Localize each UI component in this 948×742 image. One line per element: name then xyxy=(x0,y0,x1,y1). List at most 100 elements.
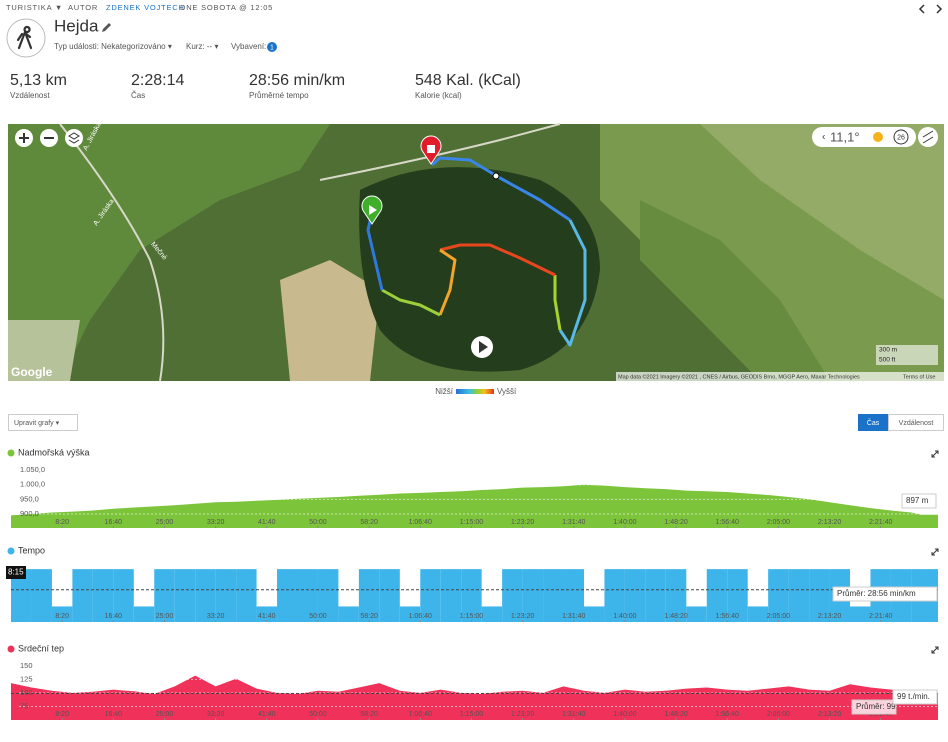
x-tick-label: 1:48:20 xyxy=(664,519,687,526)
event-type[interactable]: Typ události: Nekategorizováno ▾ xyxy=(54,42,172,51)
x-tick-label: 1:15:00 xyxy=(460,613,483,620)
bar xyxy=(236,569,257,622)
x-tick-label: 8:20 xyxy=(55,613,69,620)
bar xyxy=(563,569,584,622)
y-tick-label: 75 xyxy=(20,701,28,710)
x-tick-label: 50:00 xyxy=(309,613,327,620)
scale: 500 ft xyxy=(879,357,895,364)
terms[interactable]: Terms of Use xyxy=(903,374,935,380)
x-tick-label: 1:56:40 xyxy=(716,519,739,526)
bar xyxy=(297,569,318,622)
wind: 26 xyxy=(897,134,905,141)
legend-gradient xyxy=(456,389,494,394)
x-tick-label: 50:00 xyxy=(309,711,327,718)
x-tick-label: 1:31:40 xyxy=(562,711,585,718)
x-tick-label: 1:31:40 xyxy=(562,519,585,526)
x-tick-label: 1:23:20 xyxy=(511,519,534,526)
stat-label: Vzdálenost xyxy=(10,91,50,100)
bar xyxy=(215,569,237,622)
bar xyxy=(727,569,748,622)
x-tick-label: 2:13:20 xyxy=(818,519,841,526)
current-value-box xyxy=(901,493,937,509)
expand-icon[interactable] xyxy=(931,450,939,458)
x-tick-label: 1:23:20 xyxy=(511,613,534,620)
bar xyxy=(358,569,380,622)
distance-label: Vzdálenost xyxy=(899,420,934,427)
x-tick-label: 2:05:00 xyxy=(767,519,790,526)
bar xyxy=(51,606,73,622)
bar xyxy=(502,569,523,622)
bar xyxy=(522,569,544,622)
bar xyxy=(420,569,441,622)
x-tick-label: 58:20 xyxy=(360,519,378,526)
attribution: Map data ©2021 Imagery ©2021 , CNES / Ai… xyxy=(618,373,860,380)
x-tick-label: 41:40 xyxy=(258,711,276,718)
hiker xyxy=(16,25,33,50)
breadcrumb-author[interactable]: ZDENEK VOJTECH xyxy=(106,3,185,12)
x-tick-label: 2:05:00 xyxy=(767,613,790,620)
bar xyxy=(379,569,400,622)
course[interactable]: Kurz: -- ▾ xyxy=(186,42,218,51)
bar xyxy=(195,569,216,622)
temperature: 11,1° xyxy=(830,129,860,144)
x-tick-label: 33:20 xyxy=(207,613,225,620)
x-tick-label: 1:40:00 xyxy=(613,519,636,526)
average-label: Průměr: 28:56 min/km xyxy=(837,589,916,598)
x-tick-label: 58:20 xyxy=(360,613,378,620)
edit-charts-button[interactable] xyxy=(8,414,78,431)
stat-label: Čas xyxy=(131,91,145,100)
stats: 5,13 km Vzdálenost 2:28:14 Čas 28:56 min… xyxy=(10,72,521,100)
distance-toggle[interactable] xyxy=(888,414,944,431)
bar xyxy=(481,606,503,622)
x-tick-label: 25:00 xyxy=(156,711,174,718)
x-tick-label: 25:00 xyxy=(156,613,174,620)
average-label-box xyxy=(832,586,938,602)
bar xyxy=(768,569,789,622)
x-tick-label: 50:00 xyxy=(309,519,327,526)
bar xyxy=(11,569,32,622)
x-tick-label: 41:40 xyxy=(258,613,276,620)
chart-title: Nadmořská výška xyxy=(18,447,90,457)
y-tick-label: 950,0 xyxy=(20,494,39,503)
chart-title: Srdeční tep xyxy=(18,643,64,653)
x-tick-label: 1:48:20 xyxy=(664,613,687,620)
bar xyxy=(583,606,605,622)
series-dot xyxy=(7,645,15,653)
activity-icon xyxy=(6,18,46,58)
x-tick-label: 1:31:40 xyxy=(562,613,585,620)
current-value: 99 t./min. xyxy=(897,692,930,701)
stat-value: 28:56 min/km xyxy=(249,72,345,89)
svg-text:‹: ‹ xyxy=(822,132,825,143)
time-label: Čas xyxy=(867,418,880,427)
y-tick-label: 150 xyxy=(20,661,33,670)
activity-title: Hejda xyxy=(54,16,99,35)
gear-badge[interactable] xyxy=(267,42,277,52)
x-tick-label: 2:13:20 xyxy=(818,711,841,718)
y-tick-label: 1.050,0 xyxy=(20,465,45,474)
gear-count: 1 xyxy=(270,44,274,51)
expand-icon[interactable] xyxy=(931,646,939,654)
bar xyxy=(174,569,196,622)
bar xyxy=(788,569,810,622)
x-tick-label: 1:40:00 xyxy=(613,613,636,620)
breadcrumb-date: DNE SOBOTA @ 12:05 xyxy=(180,3,273,12)
current-value: 897 m xyxy=(906,496,929,505)
nav-arrows[interactable] xyxy=(918,4,943,14)
bar xyxy=(604,569,625,622)
stat-label: Průměrné tempo xyxy=(249,91,309,100)
bar xyxy=(686,606,707,622)
series-dot xyxy=(7,547,15,555)
x-tick-label: 1:56:40 xyxy=(716,613,739,620)
edit-icon[interactable] xyxy=(102,23,111,32)
bar xyxy=(645,569,666,622)
time-toggle[interactable] xyxy=(858,414,888,431)
expand-icon[interactable] xyxy=(931,548,939,556)
map[interactable]: A. Jiráska A. Jiráska Mečné ‹ 11,1° 26 G… xyxy=(8,121,944,382)
cursor-box xyxy=(6,566,26,579)
average-label-box xyxy=(851,699,897,715)
breadcrumb-activity[interactable]: TURISTIKA ▼ xyxy=(6,3,63,12)
bar xyxy=(31,569,52,622)
x-tick-label: 2:13:20 xyxy=(818,613,841,620)
breadcrumb-by: AUTOR xyxy=(68,3,98,12)
